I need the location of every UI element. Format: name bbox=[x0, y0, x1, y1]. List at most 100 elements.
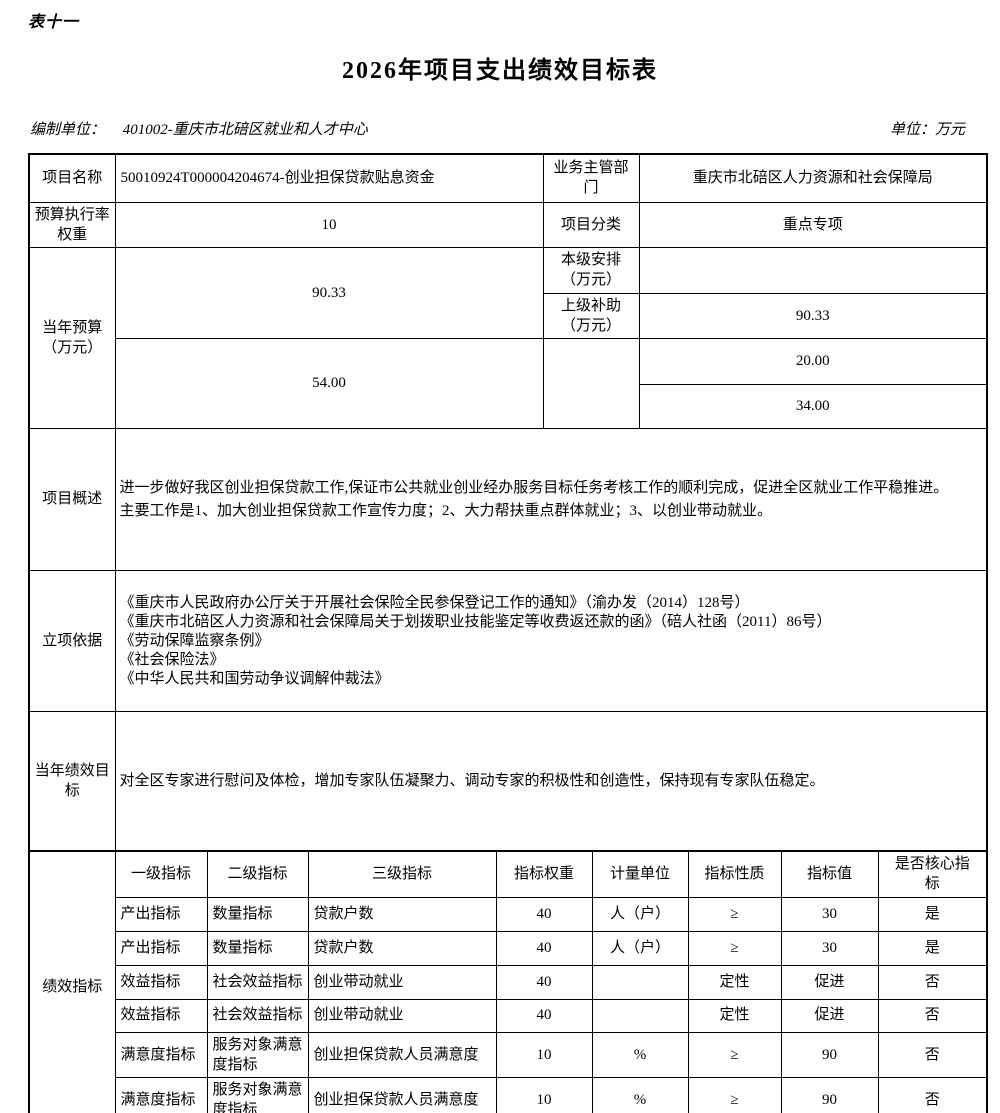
col-header-level3: 三级指标 bbox=[307, 851, 497, 898]
page-title: 2026年项目支出绩效目标表 bbox=[342, 58, 658, 84]
indicator-cell: 10 bbox=[495, 1031, 593, 1078]
prepared-by-value: 401002-重庆市北碚区就业和人才中心 bbox=[122, 122, 368, 138]
indicator-row: 效益指标 社会效益指标 创业带动就业 40 定性 促进 否 bbox=[30, 998, 986, 1033]
budget-lower-value-1: 20.00 bbox=[638, 338, 986, 385]
basis-line: 《中华人民共和国劳动争议调解仲裁法》 bbox=[119, 670, 390, 687]
overview-line: 主要工作是1、加大创业担保贷款工作宣传力度；2、大力帮扶重点群体就业；3、以创业… bbox=[119, 502, 773, 519]
budget-total-b: 54.00 bbox=[115, 338, 544, 429]
indicator-cell: % bbox=[591, 1077, 689, 1113]
indicator-cell: 40 bbox=[495, 930, 593, 966]
indicator-cell: 产出指标 bbox=[115, 930, 208, 966]
indicator-cell: 满意度指标 bbox=[115, 1031, 208, 1078]
table-row: 立项依据 《重庆市人民政府办公厅关于开展社会保险全民参保登记工作的通知》（渝办发… bbox=[30, 570, 986, 712]
exec-rate-value: 10 bbox=[114, 201, 544, 248]
indicator-cell: 创业带动就业 bbox=[307, 998, 497, 1033]
overview-text: 进一步做好我区创业担保贷款工作,保证市公共就业创业经办服务目标任务考核工作的顺利… bbox=[114, 428, 986, 571]
indicator-cell: ≥ bbox=[687, 930, 782, 966]
indicators-table: 绩效指标 一级指标 二级指标 三级指标 指标权重 计量单位 指标性质 指标值 是… bbox=[30, 851, 986, 1113]
budget-upper-label: 上级补助（万元） bbox=[543, 292, 640, 339]
indicator-cell: 贷款户数 bbox=[307, 896, 497, 932]
goal-text: 对全区专家进行慰问及体检，增加专家队伍凝聚力、调动专家的积极性和创造性，保持现有… bbox=[114, 711, 986, 851]
indicator-cell: 30 bbox=[780, 896, 879, 932]
table-row: 预算执行率权重 10 项目分类 重点专项 bbox=[30, 201, 986, 248]
indicator-cell: 促进 bbox=[780, 998, 879, 1033]
indicator-cell: ≥ bbox=[687, 896, 782, 932]
indicator-cell bbox=[591, 998, 689, 1033]
indicators-label: 绩效指标 bbox=[30, 851, 116, 1113]
indicator-cell: 创业带动就业 bbox=[307, 964, 497, 1000]
dept-value: 重庆市北碚区人力资源和社会保障局 bbox=[638, 155, 986, 203]
overview-label: 项目概述 bbox=[30, 428, 116, 571]
indicator-cell: 社会效益指标 bbox=[206, 964, 309, 1000]
col-header-level1: 一级指标 bbox=[114, 851, 208, 898]
project-name-value: 50010924T000004204674-创业担保贷款贴息资金 bbox=[114, 155, 544, 203]
indicator-cell: 否 bbox=[877, 1077, 986, 1113]
indicator-cell: 社会效益指标 bbox=[206, 998, 309, 1033]
indicator-cell: 数量指标 bbox=[206, 930, 309, 966]
indicator-cell: 满意度指标 bbox=[115, 1077, 208, 1113]
indicator-cell: % bbox=[591, 1031, 689, 1078]
budget-local-label: 本级安排（万元） bbox=[542, 247, 640, 294]
unit-label: 单位：万元 bbox=[889, 122, 965, 138]
indicator-cell: 否 bbox=[877, 998, 986, 1033]
exec-rate-label: 预算执行率权重 bbox=[30, 201, 116, 248]
indicator-cell: 10 bbox=[495, 1077, 593, 1113]
basis-text: 《重庆市人民政府办公厅关于开展社会保险全民参保登记工作的通知》（渝办发（2014… bbox=[114, 570, 986, 712]
prepared-by: 编制单位： 401002-重庆市北碚区就业和人才中心 bbox=[30, 118, 368, 139]
col-header-unit: 计量单位 bbox=[591, 851, 689, 898]
indicator-cell: 创业担保贷款人员满意度 bbox=[307, 1031, 497, 1078]
category-value: 重点专项 bbox=[638, 201, 986, 248]
indicators-header-row: 绩效指标 一级指标 二级指标 三级指标 指标权重 计量单位 指标性质 指标值 是… bbox=[30, 851, 986, 1113]
budget-local-value bbox=[638, 247, 986, 294]
col-header-value: 指标值 bbox=[780, 851, 879, 898]
indicator-cell: 90 bbox=[780, 1031, 879, 1078]
goal-label: 当年绩效目标 bbox=[30, 711, 116, 851]
indicator-cell: 人（户） bbox=[591, 930, 689, 966]
indicator-cell: 是 bbox=[877, 930, 986, 966]
indicator-cell: 90 bbox=[780, 1077, 879, 1113]
table-row: 当年绩效目标 对全区专家进行慰问及体检，增加专家队伍凝聚力、调动专家的积极性和创… bbox=[30, 711, 986, 851]
budget-total-a: 90.33 bbox=[114, 247, 544, 339]
table-row: 项目概述 进一步做好我区创业担保贷款工作,保证市公共就业创业经办服务目标任务考核… bbox=[30, 428, 986, 571]
basis-line: 《劳动保障监察条例》 bbox=[119, 632, 270, 649]
indicator-row: 效益指标 社会效益指标 创业带动就业 40 定性 促进 否 bbox=[30, 964, 986, 1000]
basis-line: 《社会保险法》 bbox=[119, 651, 225, 668]
indicator-cell: 产出指标 bbox=[115, 896, 208, 932]
dept-label: 业务主管部门 bbox=[542, 155, 640, 203]
indicator-cell: 效益指标 bbox=[115, 998, 208, 1033]
col-header-level2: 二级指标 bbox=[206, 851, 309, 898]
budget-upper-value: 90.33 bbox=[638, 292, 986, 339]
basis-line: 《重庆市北碚区人力资源和社会保障局关于划拨职业技能鉴定等收费返还款的函》（碚人社… bbox=[119, 613, 832, 630]
indicator-cell: 40 bbox=[495, 998, 593, 1033]
indicator-cell: 服务对象满意度指标 bbox=[206, 1077, 309, 1113]
col-header-nature: 指标性质 bbox=[687, 851, 782, 898]
indicator-cell: ≥ bbox=[687, 1031, 782, 1078]
basis-label: 立项依据 bbox=[30, 570, 116, 712]
indicator-row: 产出指标 数量指标 贷款户数 40 人（户） ≥ 30 是 bbox=[30, 930, 986, 966]
indicator-cell: 创业担保贷款人员满意度 bbox=[307, 1077, 497, 1113]
project-name-label: 项目名称 bbox=[30, 155, 116, 203]
budget-lower-value-2: 34.00 bbox=[639, 384, 986, 429]
indicator-row: 满意度指标 服务对象满意度指标 创业担保贷款人员满意度 10 % ≥ 90 否 bbox=[30, 1031, 986, 1078]
prepared-by-label: 编制单位： bbox=[30, 122, 106, 138]
indicator-cell: ≥ bbox=[687, 1077, 782, 1113]
table-row: 54.00 20.00 bbox=[30, 338, 986, 429]
meta-row: 编制单位： 401002-重庆市北碚区就业和人才中心 单位：万元 bbox=[0, 118, 1000, 140]
indicator-cell: 效益指标 bbox=[115, 964, 208, 1000]
table-row: 当年预算（万元） 90.33 本级安排（万元） bbox=[30, 247, 986, 429]
category-label: 项目分类 bbox=[542, 201, 640, 248]
main-table: 项目名称 50010924T000004204674-创业担保贷款贴息资金 业务… bbox=[28, 153, 988, 1113]
budget-label: 当年预算（万元） bbox=[30, 247, 116, 429]
indicator-row: 满意度指标 服务对象满意度指标 创业担保贷款人员满意度 10 % ≥ 90 否 bbox=[30, 1077, 986, 1113]
indicator-cell: 贷款户数 bbox=[307, 930, 497, 966]
table-row: 项目名称 50010924T000004204674-创业担保贷款贴息资金 业务… bbox=[30, 155, 986, 203]
indicator-cell: 定性 bbox=[687, 998, 782, 1033]
sheet-tag: 表十一 bbox=[28, 14, 80, 31]
project-info-table: 项目名称 50010924T000004204674-创业担保贷款贴息资金 业务… bbox=[30, 155, 986, 851]
col-header-core: 是否核心指标 bbox=[877, 851, 986, 898]
indicator-cell bbox=[591, 964, 689, 1000]
indicator-cell: 否 bbox=[877, 1031, 986, 1078]
indicator-cell: 是 bbox=[877, 896, 986, 932]
indicator-cell: 促进 bbox=[780, 964, 879, 1000]
